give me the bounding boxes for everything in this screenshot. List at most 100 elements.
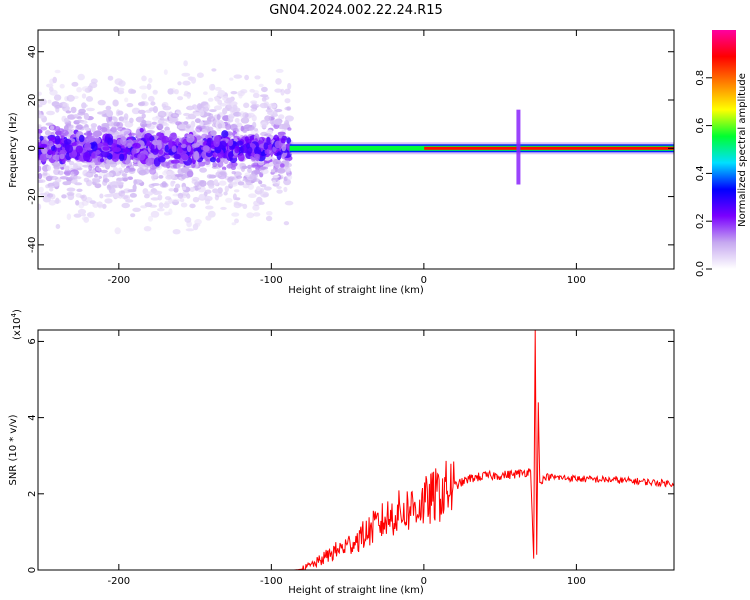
noise-blob: [127, 132, 137, 136]
noise-blob: [100, 127, 108, 133]
noise-blob: [139, 85, 148, 90]
noise-band-blob: [78, 134, 85, 143]
noise-blob: [84, 172, 92, 177]
noise-blob: [170, 112, 180, 119]
noise-blob: [278, 114, 285, 120]
noise-blob: [49, 193, 56, 200]
noise-blob: [229, 182, 238, 187]
carrier-core: [424, 146, 674, 150]
noise-blob: [102, 203, 107, 209]
noise-blob: [234, 118, 240, 123]
noise-blob: [100, 169, 108, 174]
noise-blob: [113, 117, 118, 123]
noise-blob: [204, 126, 210, 131]
noise-blob: [165, 175, 173, 180]
noise-band-blob: [137, 153, 146, 161]
noise-blob: [82, 104, 88, 108]
noise-blob: [143, 168, 150, 175]
noise-band-blob: [119, 153, 125, 162]
noise-blob: [123, 167, 130, 174]
noise-blob: [260, 184, 267, 188]
noise-blob: [182, 191, 190, 196]
noise-blob: [251, 103, 260, 108]
noise-band-blob: [254, 146, 261, 155]
noise-blob: [42, 171, 48, 176]
noise-blob: [250, 100, 258, 104]
noise-blob: [275, 78, 282, 85]
noise-band-blob: [54, 135, 61, 145]
noise-blob: [274, 88, 283, 93]
noise-band-blob: [59, 153, 65, 160]
noise-blob: [59, 83, 65, 89]
noise-blob: [242, 129, 247, 133]
noise-band-blob: [39, 135, 44, 141]
noise-blob: [264, 115, 272, 122]
noise-blob: [144, 194, 150, 199]
x-tick-label: -200: [107, 275, 130, 286]
noise-blob: [158, 175, 164, 179]
noise-blob: [234, 218, 239, 224]
noise-blob: [152, 106, 158, 113]
noise-blob: [135, 116, 145, 123]
noise-blob: [177, 124, 187, 130]
noise-blob: [77, 73, 85, 81]
noise-blob: [267, 110, 274, 116]
noise-band-blob: [173, 153, 181, 160]
noise-blob: [123, 194, 131, 201]
noise-blob: [175, 174, 183, 177]
noise-blob: [186, 220, 192, 228]
noise-blob: [149, 167, 157, 175]
noise-blob: [163, 69, 168, 75]
noise-blob: [170, 180, 175, 187]
noise-band-blob: [181, 154, 189, 161]
noise-blob: [38, 129, 43, 134]
noise-blob: [265, 215, 273, 222]
noise-blob: [55, 197, 60, 204]
noise-blob: [230, 91, 238, 95]
colorbar-label: Normalized spectral amplitude: [737, 73, 748, 227]
noise-blob: [114, 227, 121, 235]
noise-blob: [63, 165, 70, 171]
noise-blob: [38, 91, 42, 96]
noise-band-blob: [153, 157, 161, 167]
noise-blob: [54, 126, 61, 132]
noise-blob: [189, 203, 196, 209]
noise-band-blob: [227, 139, 234, 147]
noise-blob: [168, 208, 173, 215]
noise-blob: [114, 78, 123, 86]
noise-blob: [258, 83, 264, 88]
noise-blob: [66, 187, 76, 192]
noise-band-blob: [158, 149, 164, 155]
noise-band-blob: [75, 145, 84, 154]
noise-blob: [208, 174, 217, 179]
noise-blob: [132, 207, 141, 212]
noise-blob: [72, 171, 80, 175]
noise-blob: [104, 198, 113, 204]
noise-blob: [68, 161, 75, 166]
noise-blob: [57, 170, 64, 176]
y-tick-label: 40: [27, 45, 38, 58]
noise-blob: [63, 118, 70, 123]
noise-blob: [276, 186, 282, 189]
noise-blob: [138, 101, 145, 107]
noise-band-blob: [52, 154, 61, 161]
noise-blob: [216, 174, 222, 178]
noise-blob: [260, 191, 269, 198]
noise-band-blob: [107, 137, 114, 146]
noise-blob: [219, 171, 226, 176]
noise-blob: [175, 183, 181, 189]
noise-band-blob: [186, 133, 195, 144]
noise-blob: [185, 124, 191, 129]
noise-band-blob: [139, 128, 144, 133]
noise-blob: [105, 172, 114, 178]
noise-blob: [273, 118, 283, 126]
noise-band-blob: [221, 130, 229, 139]
noise-blob: [208, 184, 215, 189]
noise-blob: [157, 110, 167, 118]
noise-blob: [194, 219, 202, 225]
noise-blob: [62, 102, 70, 108]
noise-blob: [254, 169, 260, 175]
noise-band-blob: [47, 140, 54, 146]
noise-band-blob: [272, 146, 277, 153]
y-tick-label: 2: [27, 491, 38, 497]
